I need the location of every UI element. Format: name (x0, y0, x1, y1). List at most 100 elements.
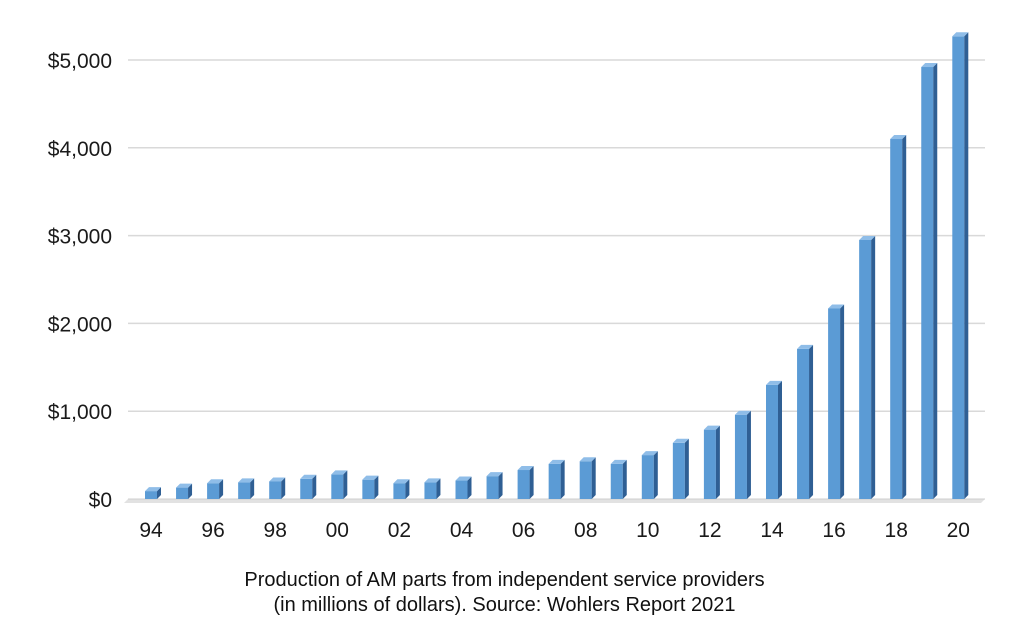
bar-side (715, 425, 720, 499)
bar-side (809, 344, 814, 499)
bar (734, 410, 751, 499)
bar-front (486, 476, 499, 499)
bar (921, 63, 938, 500)
bar-top (269, 477, 286, 482)
bar-side (467, 476, 472, 499)
bar-side (374, 475, 379, 499)
bar (548, 459, 565, 499)
bar-top (207, 479, 224, 484)
bar-side (653, 451, 658, 499)
bar (331, 470, 348, 499)
bar-top (579, 457, 596, 462)
bar-front (828, 308, 841, 499)
bar-top (952, 32, 969, 37)
x-tick-label: 18 (885, 519, 908, 542)
chart-caption: Production of AM parts from independent … (0, 568, 1009, 618)
bar (610, 459, 627, 499)
bar (890, 135, 907, 499)
bar-front (207, 483, 220, 499)
bar-side (436, 478, 441, 499)
bar (393, 479, 410, 499)
bar-side (746, 410, 751, 499)
bar-front (393, 483, 406, 499)
bar-front (300, 478, 313, 499)
x-tick-label: 00 (326, 519, 349, 542)
bar (703, 425, 720, 499)
bar-front (331, 474, 344, 499)
bar-front (952, 36, 965, 499)
x-tick-label: 06 (512, 519, 535, 542)
bar-front (703, 429, 716, 499)
y-tick-label: $1,000 (48, 401, 112, 424)
bar (797, 344, 814, 499)
bar-front (548, 463, 561, 499)
bar-top (703, 425, 720, 430)
bar-side (188, 483, 193, 499)
bar (455, 476, 472, 499)
bar (579, 457, 596, 499)
bar-top (176, 483, 193, 488)
bar-side (529, 466, 534, 499)
bar-side (871, 235, 876, 500)
bar-front (641, 455, 654, 499)
bar-top (828, 304, 845, 309)
bar-top (890, 135, 907, 140)
bar-front (672, 442, 685, 499)
bar-side (964, 32, 969, 499)
bar-top (362, 475, 379, 480)
bar (952, 32, 969, 499)
bar-top (766, 380, 782, 385)
bar-top (238, 478, 255, 483)
bar-front (269, 481, 282, 499)
bar-top (300, 474, 317, 479)
y-tick-label: $5,000 (48, 50, 112, 73)
bar-front (921, 67, 934, 500)
bar-front (424, 482, 437, 499)
bar (176, 483, 193, 499)
bar-side (591, 457, 596, 499)
bar-top (734, 410, 751, 415)
bar-side (778, 380, 782, 499)
bar (486, 472, 503, 499)
bar-side (250, 478, 255, 499)
bar-top (921, 63, 938, 68)
x-tick-label: 14 (760, 519, 784, 542)
caption-line-2: (in millions of dollars). Source: Wohler… (273, 594, 736, 616)
bar-front (455, 480, 468, 499)
bar-top (424, 478, 441, 483)
bar-front (176, 487, 189, 499)
bar (766, 380, 782, 499)
bar-side (560, 459, 565, 499)
bar (362, 475, 379, 499)
bar (207, 479, 224, 499)
bar (269, 477, 286, 499)
bar-top (331, 470, 348, 475)
bar-top (641, 451, 658, 456)
bar-front (238, 482, 251, 499)
bar-front (517, 470, 530, 499)
bar-front (890, 139, 903, 499)
bar (828, 304, 845, 499)
bar-front (766, 384, 778, 499)
bar-side (219, 479, 224, 499)
bar-front (610, 463, 623, 499)
y-tick-label: $3,000 (48, 226, 112, 249)
bar-side (281, 477, 286, 499)
bar-chart: $0 $1,000 $2,000 $3,000 $4,000 $5,000 94 96 98 00… (48, 32, 985, 542)
bar-top (455, 476, 472, 481)
bar (517, 466, 534, 499)
bar-top (672, 438, 689, 443)
bar-side (684, 438, 689, 499)
bar-top (486, 472, 503, 477)
bar-side (312, 474, 317, 499)
x-tick-label: 12 (698, 519, 721, 542)
bar-side (343, 470, 348, 499)
bar-side (622, 459, 627, 499)
bar-top (145, 487, 161, 492)
bar-top (393, 479, 410, 484)
x-tick-label: 94 (139, 519, 163, 542)
x-tick-label: 02 (388, 519, 411, 542)
x-tick-label: 20 (947, 519, 970, 542)
bar-top (797, 344, 814, 349)
bar (300, 474, 317, 499)
